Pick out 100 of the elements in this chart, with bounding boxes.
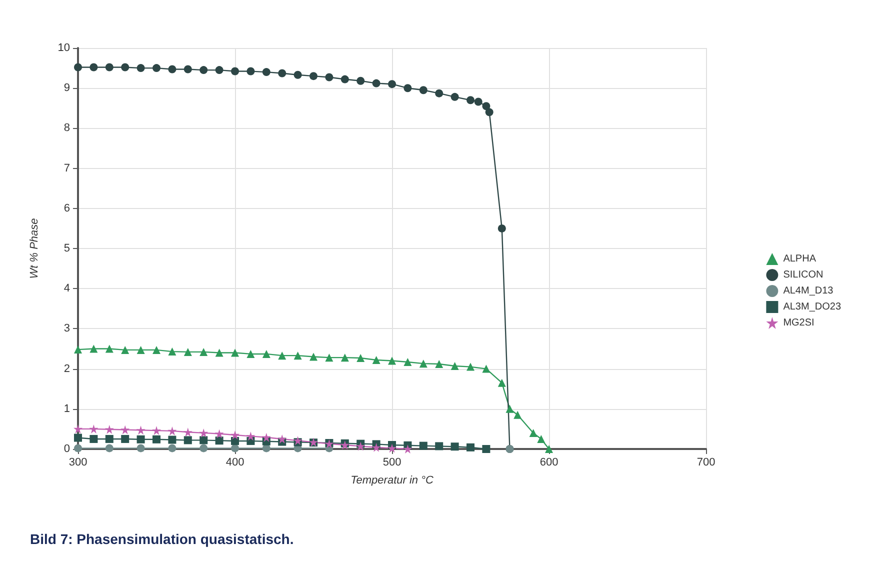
point: [537, 434, 546, 443]
point: [136, 435, 145, 444]
x-tick-label: 400: [226, 456, 244, 468]
point: [215, 436, 224, 445]
point: [262, 350, 270, 358]
point: [482, 102, 490, 110]
point: [262, 68, 270, 76]
legend-label: ALPHA: [783, 254, 816, 264]
y-tick-label: 3: [64, 322, 70, 335]
point: [372, 442, 381, 452]
point: [90, 434, 98, 443]
point: [168, 426, 177, 436]
point: [105, 434, 114, 443]
point: [482, 445, 490, 453]
point: [199, 428, 208, 438]
point: [136, 444, 145, 452]
point: [474, 98, 482, 106]
point: [152, 64, 160, 72]
point: [485, 108, 494, 116]
point: [246, 67, 255, 76]
point: [136, 346, 145, 354]
y-axis-title: Wt % Phase: [28, 218, 40, 279]
text: Bild 7: Phasensimulation quasistatisch.: [30, 531, 294, 547]
point: [310, 352, 318, 361]
y-tick-label: 8: [64, 122, 70, 134]
point: [215, 348, 224, 357]
point: [262, 432, 271, 442]
y-tick-label: 2: [64, 362, 70, 375]
point: [372, 356, 380, 364]
legend-label: SILICON: [783, 270, 824, 280]
point: [90, 63, 98, 72]
point: [294, 352, 302, 360]
y-tick-label: 4: [64, 282, 70, 295]
point: [136, 426, 146, 435]
point: [404, 84, 412, 92]
point: [340, 354, 349, 362]
point: [136, 64, 145, 72]
point: [152, 346, 160, 354]
point: [231, 67, 239, 76]
point: [529, 428, 538, 437]
point: [200, 444, 208, 452]
legend-label: AL4M_D13: [783, 286, 834, 296]
point: [506, 404, 514, 413]
point: [105, 344, 114, 353]
y-tick-label: 1: [64, 402, 70, 415]
point: [450, 442, 459, 451]
point: [200, 348, 208, 356]
point: [419, 86, 428, 94]
y-tick-label: 10: [58, 42, 70, 54]
point: [121, 346, 130, 354]
point: [105, 444, 114, 452]
y-tick-label: 9: [64, 82, 70, 94]
point: [183, 428, 192, 437]
point: [200, 436, 208, 444]
point: [184, 436, 192, 444]
point: [356, 442, 366, 451]
point: [168, 65, 176, 74]
point: [419, 442, 428, 450]
point: [74, 346, 82, 354]
point: [215, 66, 224, 74]
point: [450, 362, 459, 370]
point: [121, 63, 130, 72]
y-tick-label: 6: [64, 202, 70, 214]
point: [231, 436, 239, 445]
point: [325, 354, 334, 362]
x-axis-title: Temperatur in °C: [350, 474, 434, 486]
point: [388, 356, 396, 365]
y-tick-label: 7: [64, 162, 70, 174]
point: [340, 75, 349, 84]
point: [435, 442, 444, 450]
point: [230, 430, 240, 440]
point: [310, 72, 318, 80]
point: [74, 63, 82, 72]
point: [435, 360, 444, 368]
point: [278, 69, 286, 78]
point: [200, 66, 208, 74]
point: [120, 425, 130, 434]
point: [404, 358, 412, 366]
point: [356, 354, 365, 362]
point: [231, 444, 239, 452]
point: [450, 92, 459, 101]
x-tick-label: 300: [68, 456, 88, 468]
point: [466, 362, 474, 371]
x-tick-label: 600: [540, 456, 558, 468]
legend-label: AL3M_DO23: [783, 302, 842, 312]
point: [498, 378, 506, 387]
point: [482, 364, 490, 373]
point: [184, 65, 192, 74]
point: [214, 429, 224, 438]
point: [231, 348, 239, 357]
point: [466, 96, 474, 104]
point: [104, 424, 114, 434]
point: [152, 426, 161, 436]
point: [466, 443, 474, 452]
point: [168, 348, 176, 356]
point: [325, 73, 334, 82]
point: [168, 436, 176, 444]
point: [89, 424, 98, 434]
point: [294, 70, 302, 79]
point: [278, 352, 286, 360]
